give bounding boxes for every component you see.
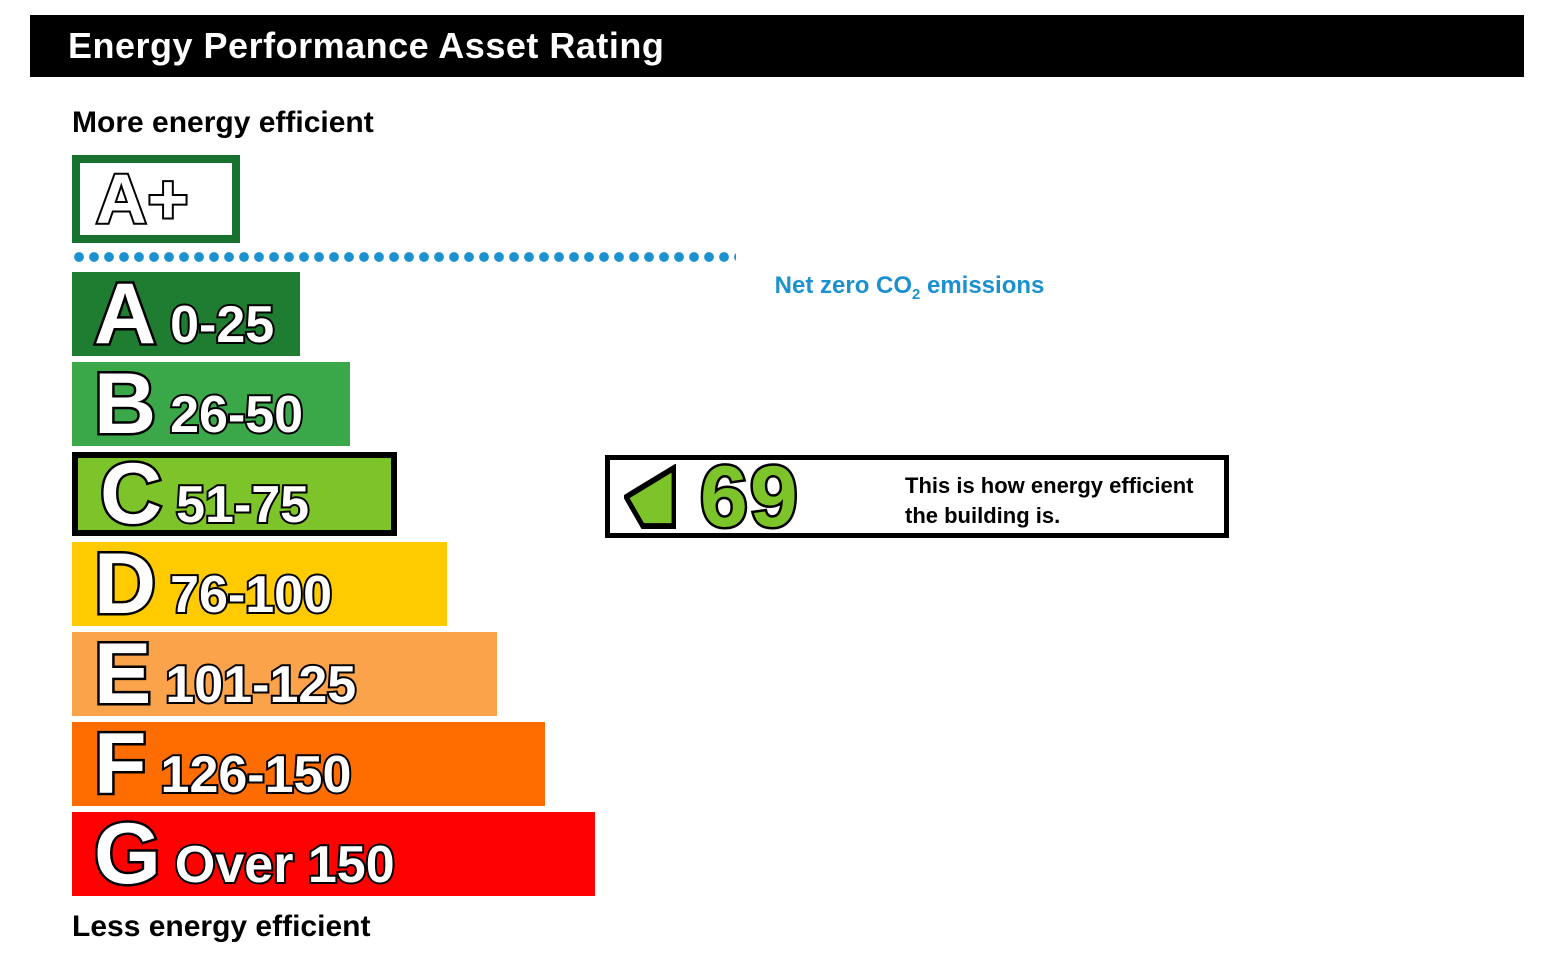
net-zero-text-pre: Net zero CO	[774, 272, 913, 299]
band-letter-a-plus: A+	[94, 160, 190, 238]
band-letter-a: A	[91, 266, 158, 362]
left-arrow-icon	[624, 463, 676, 529]
net-zero-dotted-line	[72, 249, 736, 265]
net-zero-emissions-label: Net zero CO2 emissions	[748, 244, 1045, 328]
page-title: Energy Performance Asset Rating	[68, 25, 665, 66]
band-letter-d: D	[91, 536, 158, 632]
band-range-f: 126-150	[159, 746, 354, 804]
band-range-b: 26-50	[168, 386, 305, 444]
band-letter-c: C	[97, 446, 164, 542]
band-range-c: 51-75	[174, 476, 311, 534]
rating-explanation-line2: the building is.	[905, 503, 1061, 528]
band-range-d: 76-100	[168, 566, 334, 624]
band-range-e: 101-125	[163, 656, 358, 714]
band-bar-e: E 101-125	[72, 626, 497, 722]
net-zero-text-post: emissions	[920, 272, 1045, 299]
current-rating-indicator: 69 This is how energy efficient the buil…	[605, 448, 1229, 545]
band-range-g: Over 150	[173, 836, 397, 894]
band-letter-g: G	[92, 806, 164, 902]
band-bar-f: F 126-150	[72, 716, 545, 812]
band-bar-c-current: C 51-75	[72, 446, 397, 542]
band-bar-b: B 26-50	[72, 356, 350, 452]
band-bar-g: G Over 150	[72, 806, 595, 902]
net-zero-subscript: 2	[912, 286, 921, 303]
more-efficient-label: More energy efficient	[72, 106, 374, 139]
band-range-a: 0-25	[168, 296, 276, 354]
band-box-a-plus: A+	[72, 155, 240, 243]
band-bar-d: D 76-100	[72, 536, 447, 632]
rating-explanation: This is how energy efficient the buildin…	[905, 471, 1194, 531]
band-letter-f: F	[92, 716, 150, 812]
current-rating-value: 69	[698, 448, 801, 545]
band-letter-e: E	[91, 626, 153, 722]
chart-title-bar: Energy Performance Asset Rating	[30, 15, 1524, 77]
less-efficient-label: Less energy efficient	[72, 910, 371, 943]
band-letter-b: B	[91, 356, 158, 452]
band-bar-a: A 0-25	[72, 266, 300, 362]
rating-bands: A 0-25 B 26-50 C 51-75 D 76-100 E 101-12…	[72, 266, 595, 902]
rating-explanation-line1: This is how energy efficient	[905, 473, 1194, 498]
